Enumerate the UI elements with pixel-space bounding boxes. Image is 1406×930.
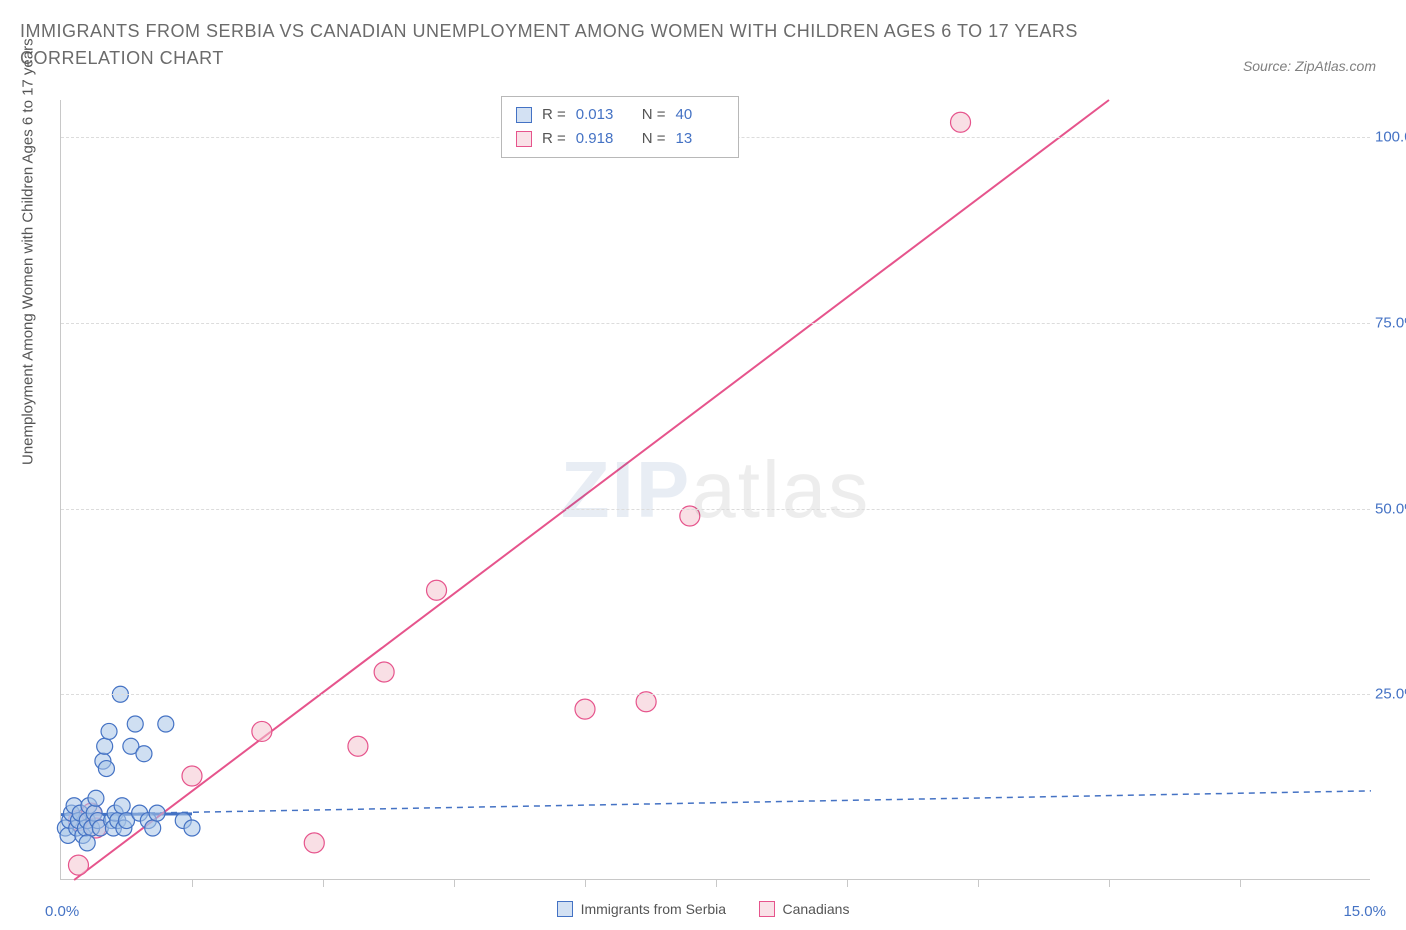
swatch-a-icon — [516, 107, 532, 123]
chart-plot-area: ZIPatlas 25.0%50.0%75.0%100.0% R = 0.013… — [60, 100, 1370, 880]
source-label: Source: ZipAtlas.com — [1243, 58, 1376, 74]
r-value-a: 0.013 — [576, 103, 624, 127]
n-label-b: N = — [642, 127, 666, 151]
y-tick-100: 100.0% — [1375, 129, 1406, 146]
y-tick-50: 50.0% — [1375, 500, 1406, 517]
y-tick-75: 75.0% — [1375, 314, 1406, 331]
stats-row-a: R = 0.013 N = 40 — [516, 103, 724, 127]
correlation-stats-box: R = 0.013 N = 40 R = 0.918 N = 13 — [501, 96, 739, 158]
legend-label-b: Canadians — [783, 901, 850, 917]
r-value-b: 0.918 — [576, 127, 624, 151]
legend-label-a: Immigrants from Serbia — [581, 901, 726, 917]
y-axis-label: Unemployment Among Women with Children A… — [20, 38, 37, 465]
legend-swatch-a-icon — [557, 901, 573, 917]
r-label-b: R = — [542, 127, 566, 151]
n-value-a: 40 — [676, 103, 724, 127]
stats-row-b: R = 0.918 N = 13 — [516, 127, 724, 151]
legend-item-a: Immigrants from Serbia — [557, 901, 726, 917]
chart-title: IMMIGRANTS FROM SERBIA VS CANADIAN UNEMP… — [20, 18, 1140, 72]
legend-item-b: Canadians — [759, 901, 850, 917]
r-label-a: R = — [542, 103, 566, 127]
legend-swatch-b-icon — [759, 901, 775, 917]
y-tick-25: 25.0% — [1375, 686, 1406, 703]
bottom-legend: Immigrants from Serbia Canadians — [0, 901, 1406, 922]
n-label-a: N = — [642, 103, 666, 127]
n-value-b: 13 — [676, 127, 724, 151]
scatter-plot — [61, 100, 1371, 880]
swatch-b-icon — [516, 131, 532, 147]
